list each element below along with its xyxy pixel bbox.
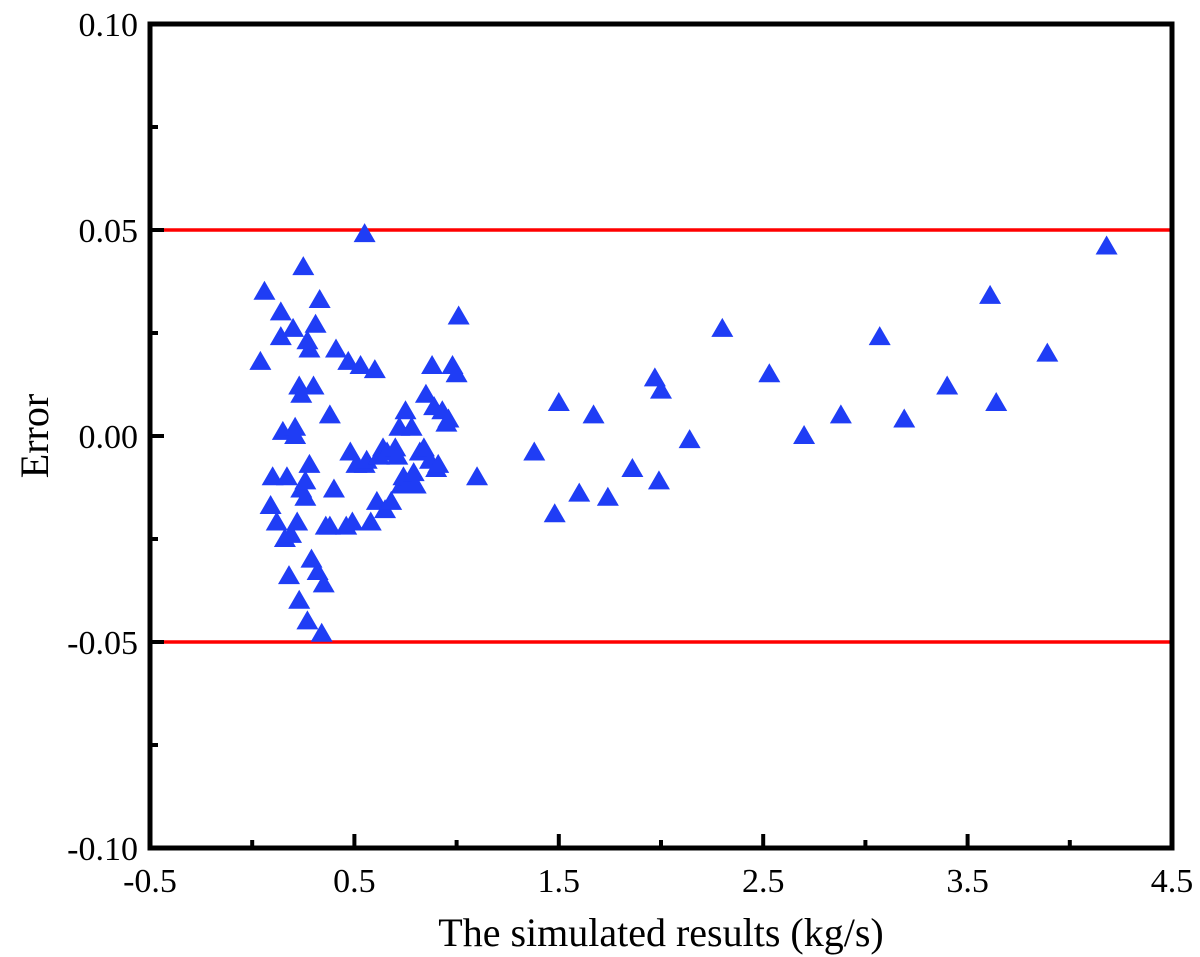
y-axis-ticks (150, 22, 164, 850)
data-point-58 (386, 445, 409, 465)
data-point-38 (322, 478, 345, 498)
data-point-2 (253, 280, 276, 300)
data-point-50 (363, 359, 386, 379)
data-point-12 (280, 523, 303, 543)
data-point-5 (265, 511, 288, 531)
data-point-22 (294, 486, 317, 506)
data-point-46 (353, 223, 376, 243)
data-point-86 (582, 404, 605, 424)
data-point-74 (427, 453, 450, 473)
data-point-64 (400, 416, 423, 436)
data-point-83 (543, 503, 566, 523)
data-point-99 (936, 375, 959, 395)
data-point-49 (359, 511, 382, 531)
data-point-19 (290, 383, 313, 403)
plot-frame (147, 21, 1175, 851)
data-point-79 (445, 363, 468, 383)
data-point-102 (1036, 342, 1059, 362)
data-point-30 (304, 313, 327, 333)
data-point-65 (402, 462, 425, 482)
x-tick-label: 4.5 (1151, 863, 1194, 900)
data-point-45 (349, 354, 372, 374)
data-point-21 (292, 256, 315, 276)
data-point-7 (269, 326, 292, 346)
data-point-85 (568, 482, 591, 502)
data-point-92 (678, 429, 701, 449)
reference-lines (150, 228, 1172, 644)
x-tick-label: -0.5 (123, 863, 177, 900)
y-tick-label: -0.10 (67, 831, 138, 868)
data-point-27 (298, 453, 321, 473)
data-point-17 (288, 589, 311, 609)
x-tick-label: 2.5 (742, 863, 785, 900)
data-point-39 (325, 338, 348, 358)
data-point-94 (758, 363, 781, 383)
y-tick-label: 0.10 (79, 7, 139, 44)
data-point-56 (380, 490, 403, 510)
data-point-91 (650, 379, 672, 399)
data-point-37 (318, 515, 341, 535)
data-point-11 (277, 565, 300, 585)
data-point-69 (414, 383, 437, 403)
data-point-43 (341, 511, 364, 531)
y-axis-tick-labels: 0.10 0.05 0.00 -0.05 -0.10 (67, 7, 138, 868)
data-point-88 (621, 457, 644, 477)
data-point-32 (308, 289, 331, 309)
x-axis-ticks (148, 834, 1174, 848)
data-points (249, 223, 1118, 642)
x-tick-label: 0.5 (333, 863, 376, 900)
data-point-93 (711, 317, 734, 337)
data-point-1 (249, 350, 272, 370)
y-axis-title: Error (12, 394, 57, 478)
data-point-26 (298, 338, 321, 358)
x-tick-label: 3.5 (946, 863, 989, 900)
data-point-87 (596, 486, 619, 506)
data-point-84 (547, 392, 570, 412)
data-point-103 (1095, 235, 1118, 255)
data-point-16 (286, 511, 309, 531)
data-point-29 (302, 375, 325, 395)
data-point-97 (868, 326, 891, 346)
data-point-80 (447, 305, 470, 325)
data-point-100 (979, 284, 1002, 304)
x-axis-title: The simulated results (kg/s) (438, 910, 883, 955)
data-point-33 (310, 622, 333, 642)
data-point-98 (893, 408, 916, 428)
data-point-4 (261, 466, 284, 486)
x-tick-label: 1.5 (538, 863, 581, 900)
y-tick-label: -0.05 (67, 625, 138, 662)
data-point-36 (318, 404, 341, 424)
y-tick-label: 0.05 (79, 213, 139, 250)
data-point-13 (282, 317, 305, 337)
data-point-23 (294, 470, 317, 490)
data-point-25 (296, 610, 319, 630)
data-point-96 (829, 404, 852, 424)
y-tick-label: 0.00 (79, 419, 139, 456)
data-point-101 (985, 392, 1008, 412)
data-point-66 (404, 474, 427, 494)
x-axis-tick-labels: -0.5 0.5 1.5 2.5 3.5 4.5 (123, 863, 1193, 900)
data-point-82 (523, 441, 546, 461)
data-point-15 (284, 425, 307, 444)
data-point-6 (269, 301, 292, 321)
data-point-95 (793, 425, 816, 444)
data-point-71 (421, 354, 444, 374)
data-point-34 (312, 573, 335, 593)
data-point-90 (647, 470, 670, 490)
data-point-10 (275, 466, 298, 486)
data-point-81 (466, 466, 489, 486)
data-point-62 (394, 400, 417, 420)
data-point-77 (437, 408, 460, 428)
data-point-41 (337, 350, 360, 370)
data-point-3 (259, 495, 282, 515)
